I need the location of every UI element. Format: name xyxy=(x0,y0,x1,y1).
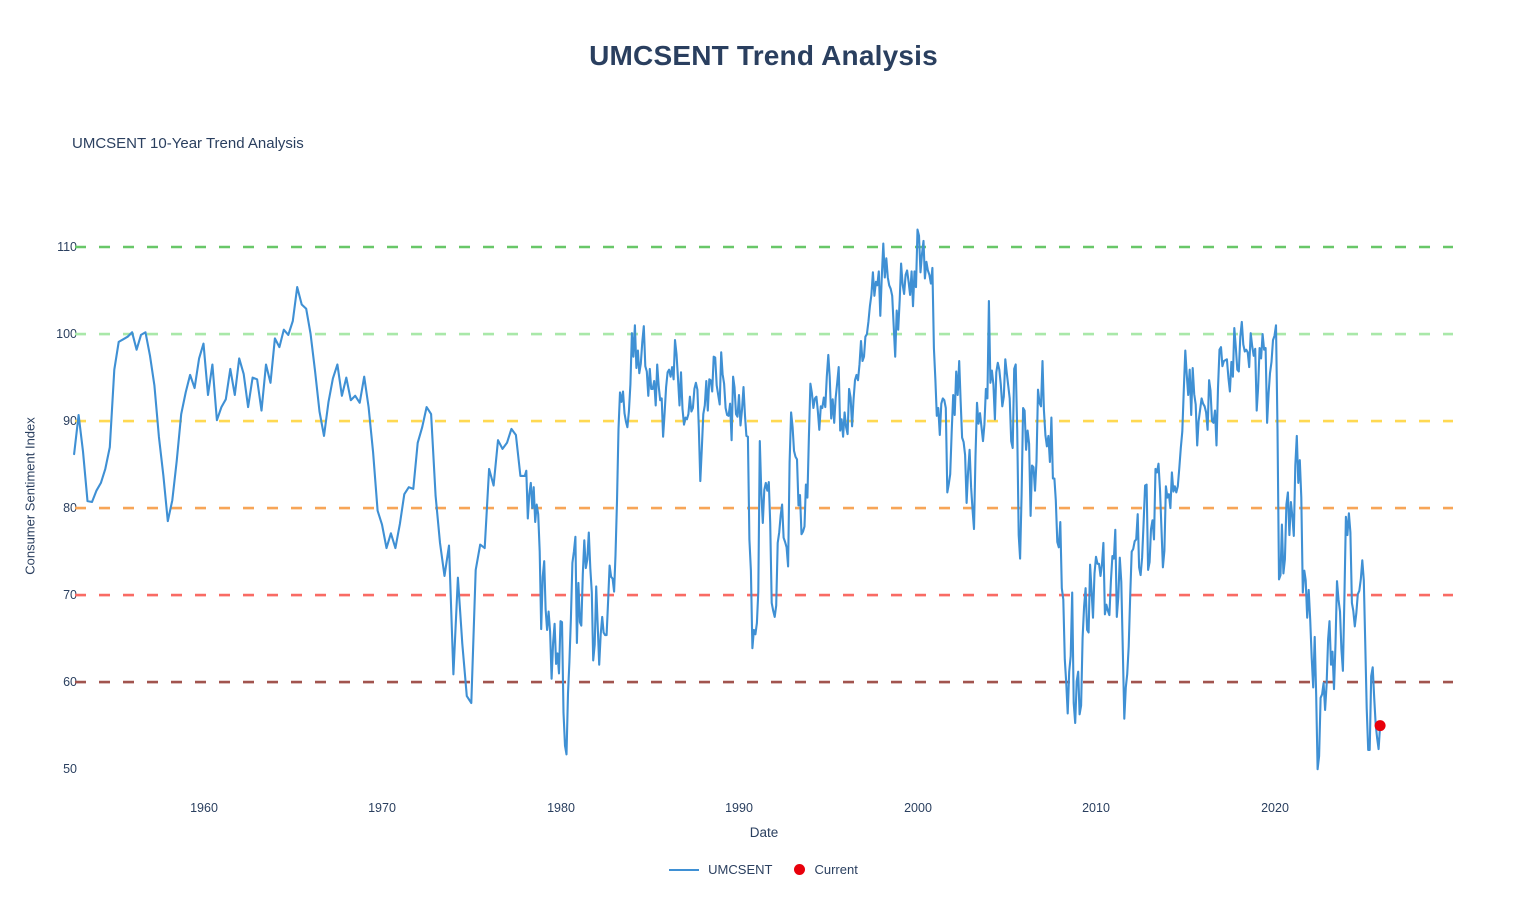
y-tick-label-50: 50 xyxy=(63,762,77,776)
y-tick-label-110: 110 xyxy=(57,240,77,254)
legend-line-swatch xyxy=(669,868,700,871)
legend: UMCSENT Current xyxy=(0,862,1527,877)
x-tick-label-1970: 1970 xyxy=(368,801,396,815)
y-tick-label-90: 90 xyxy=(63,414,77,428)
y-tick-label-70: 70 xyxy=(63,588,77,602)
y-tick-label-100: 100 xyxy=(56,327,77,341)
x-tick-label-2000: 2000 xyxy=(904,801,932,815)
legend-current-label: Current xyxy=(814,862,858,877)
page-title: UMCSENT Trend Analysis xyxy=(589,40,938,71)
x-axis-title: Date xyxy=(749,825,779,840)
x-tick-label-1960: 1960 xyxy=(190,801,218,815)
chart-subtitle: UMCSENT 10-Year Trend Analysis xyxy=(72,135,304,152)
y-tick-label-80: 80 xyxy=(63,501,77,515)
legend-dot-swatch xyxy=(794,864,806,875)
current-point xyxy=(1374,720,1386,732)
umcsent-line xyxy=(73,228,1382,771)
x-tick-label-1980: 1980 xyxy=(547,801,575,815)
legend-item-umcsent: UMCSENT xyxy=(669,862,772,877)
x-tick-label-1990: 1990 xyxy=(725,801,753,815)
legend-umcsent-label: UMCSENT xyxy=(708,862,773,877)
legend-item-current: Current xyxy=(794,862,858,877)
y-tick-label-60: 60 xyxy=(63,675,77,689)
x-tick-label-2020: 2020 xyxy=(1261,801,1289,815)
x-tick-label-2010: 2010 xyxy=(1082,801,1110,815)
